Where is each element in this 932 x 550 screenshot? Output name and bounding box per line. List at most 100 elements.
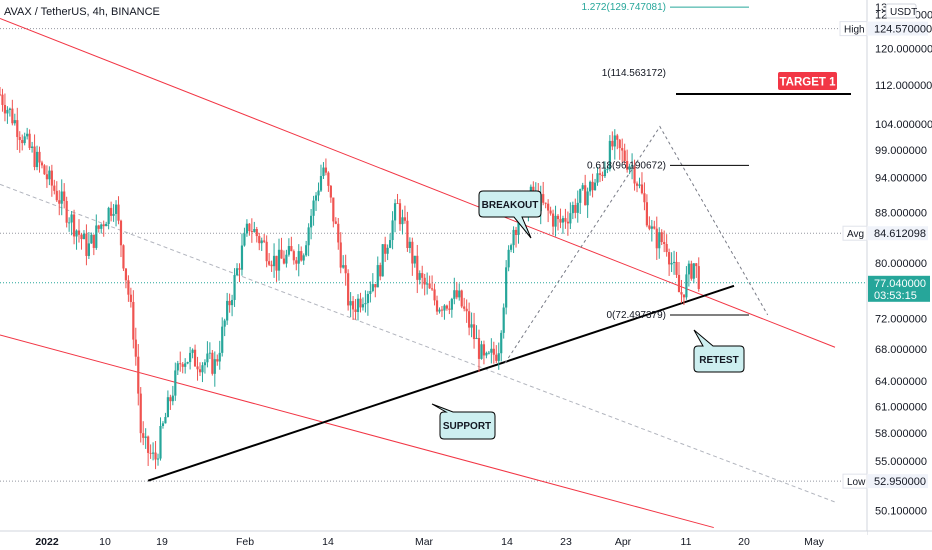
candle-body (16, 120, 19, 138)
candle-body (574, 205, 577, 213)
candle-body (176, 363, 179, 371)
support-callout[interactable]: SUPPORT (431, 403, 496, 440)
candle (307, 223, 310, 257)
candle (127, 275, 130, 302)
candle (100, 223, 103, 234)
candle-body (514, 229, 518, 235)
candle (107, 206, 110, 230)
candle-body (75, 230, 78, 237)
candle (337, 217, 340, 250)
time-scale[interactable]: 2022 10 19 Feb 14 Mar 14 23 Apr 11 20 May (0, 530, 932, 550)
candle-body (265, 241, 268, 262)
time-tick-7: 23 (560, 536, 572, 548)
candle (354, 299, 357, 320)
candle-body (248, 223, 251, 232)
candle (60, 179, 63, 216)
candle-body (398, 203, 402, 225)
candle (282, 250, 286, 265)
candle-body (21, 140, 24, 144)
avg-label: Avg (847, 229, 864, 240)
candle (655, 216, 658, 260)
candle (139, 387, 142, 443)
candle (230, 294, 234, 317)
candle (502, 303, 505, 339)
candle-series[interactable] (0, 87, 700, 470)
candle (490, 338, 493, 364)
high-label: High (844, 25, 865, 36)
target-annotation[interactable]: TARGET 1 (676, 72, 851, 95)
candle-body (260, 240, 263, 244)
candle (30, 141, 34, 153)
candle (240, 233, 244, 276)
candle (258, 232, 261, 251)
last-price-badge[interactable]: 77.040000 03:53:15 (868, 275, 930, 302)
candle (35, 145, 39, 171)
candle (171, 385, 174, 406)
retest-callout[interactable]: RETEST (693, 329, 745, 373)
candle (677, 262, 681, 293)
candle (119, 219, 123, 258)
candle-body (554, 215, 557, 227)
fibonacci-extension[interactable]: 1.272(129.747081) 1(114.563172) 0.618(96.1… (504, 2, 769, 364)
candle (507, 245, 510, 272)
candle-body (391, 220, 394, 241)
candle (413, 255, 416, 268)
price-tick-2: 112.000000 (875, 80, 932, 92)
time-tick-1: 10 (99, 536, 111, 548)
candle (342, 255, 345, 269)
currency-badge[interactable] (885, 3, 917, 19)
candle (569, 202, 572, 230)
breakout-callout[interactable]: BREAKOUT (478, 190, 542, 239)
candle (403, 205, 407, 224)
candle (450, 297, 453, 318)
price-tick-6: 88.000000 (875, 207, 927, 219)
channel-mid-line (0, 183, 836, 503)
candle (591, 173, 594, 198)
candle (495, 345, 498, 364)
candle-body (630, 165, 634, 167)
candle (635, 181, 639, 193)
candle (621, 138, 624, 163)
candle-body (70, 214, 73, 223)
candle (458, 283, 461, 301)
candle-body (586, 191, 589, 206)
candle (675, 251, 678, 278)
candle-body (213, 359, 216, 374)
price-tick-top-partial: 13 (875, 2, 887, 14)
time-tick-10: 20 (738, 536, 750, 548)
candle (144, 428, 147, 449)
candle-body (640, 184, 644, 194)
candle (147, 435, 150, 466)
candle-body (186, 362, 189, 364)
candle-body (349, 301, 352, 306)
candle-body (495, 354, 498, 361)
candle-body (643, 193, 646, 203)
candle-body (102, 224, 105, 227)
candle-body (0, 94, 2, 96)
candle (344, 254, 347, 286)
candle-body (408, 241, 411, 248)
candle (554, 205, 557, 237)
candle-body (223, 320, 226, 327)
price-scale[interactable]: 128.000000120.000000112.000000104.000000… (866, 0, 932, 535)
low-badge: Low 52.950000 (842, 473, 928, 489)
candle (250, 218, 253, 243)
candle-body (302, 255, 305, 261)
candle-body (208, 352, 211, 354)
candle (142, 421, 145, 446)
candle (263, 234, 266, 244)
candle-body (147, 436, 150, 453)
candle (411, 237, 414, 276)
candle-body (48, 170, 51, 180)
candle-body (608, 140, 611, 170)
candle (628, 163, 631, 175)
candle-body (226, 300, 229, 321)
candle (626, 149, 629, 173)
candle-body (482, 344, 486, 356)
candle-body (8, 108, 11, 110)
candle (616, 133, 619, 150)
candle-body (107, 207, 110, 224)
candle (198, 362, 202, 376)
candle-body (334, 221, 337, 224)
